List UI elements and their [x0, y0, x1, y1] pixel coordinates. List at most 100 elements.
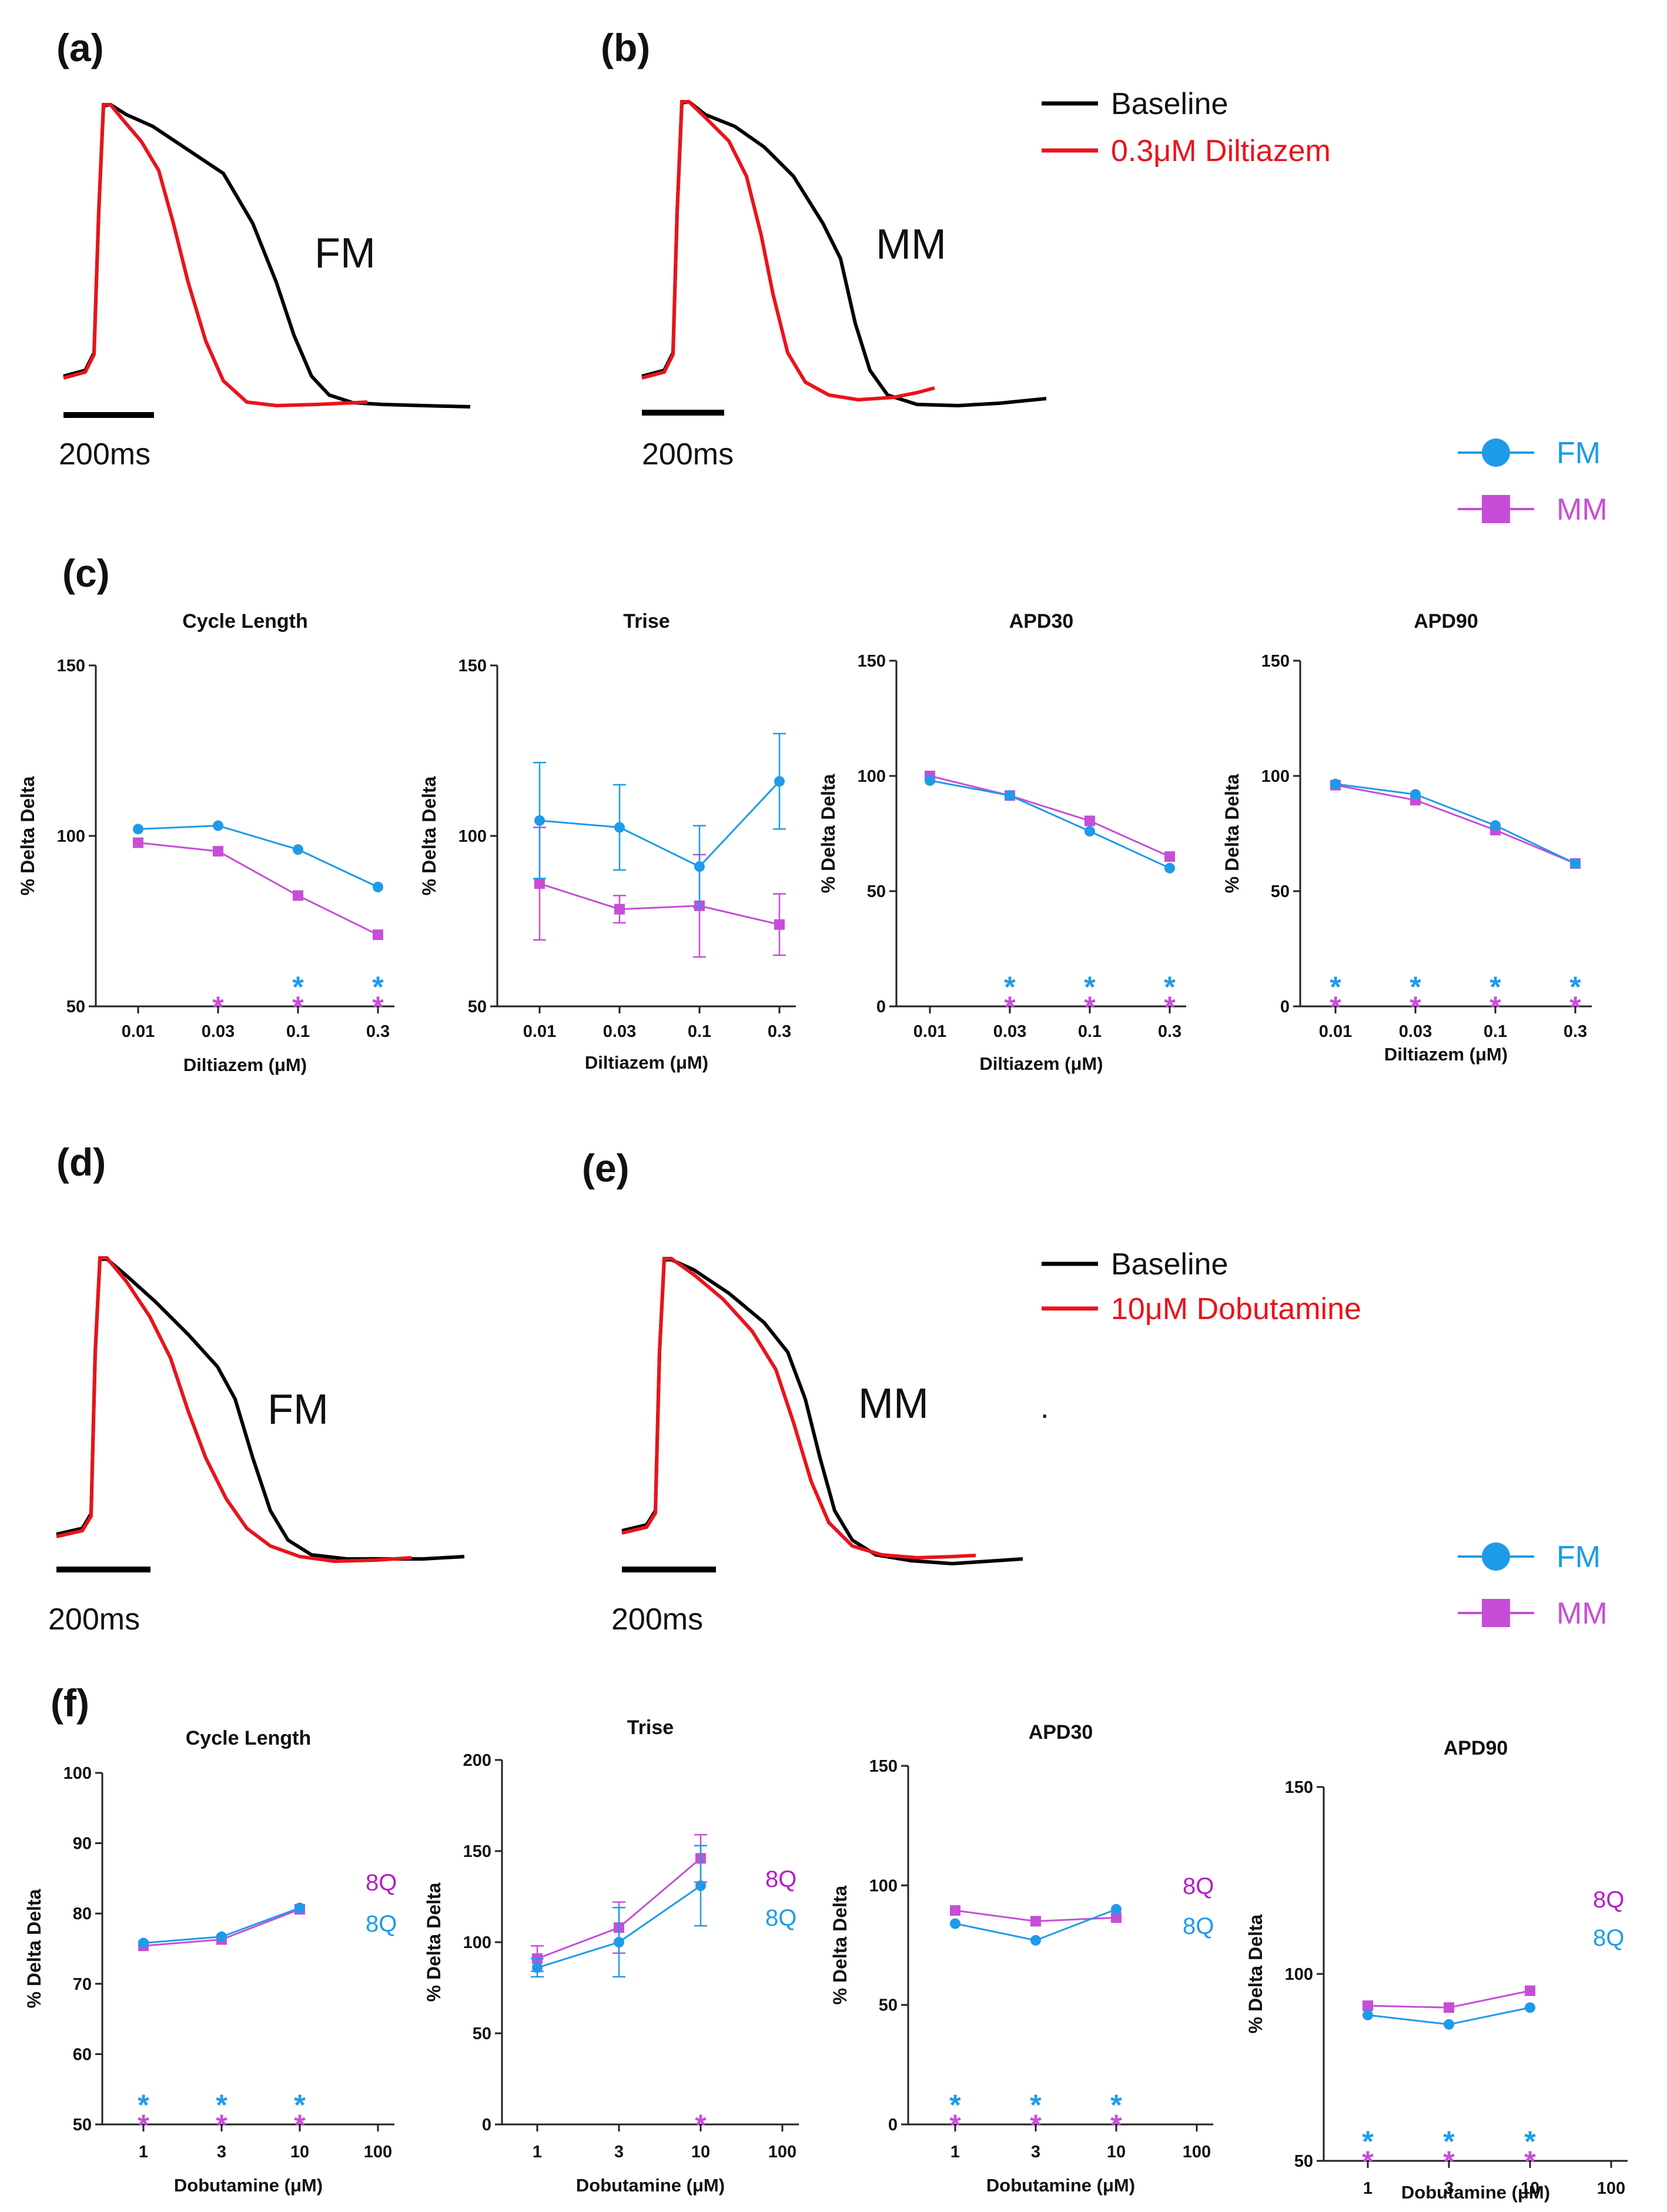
significance-star-fm: *: [1524, 2125, 1536, 2158]
data-point-mm: [774, 919, 785, 930]
series-line-fm: [539, 781, 781, 868]
y-tick-label: 50: [66, 998, 85, 1016]
panel-label-e: (e): [582, 1146, 630, 1190]
trace-e-baseline: [621, 1258, 1023, 1566]
y-tick-label: 50: [473, 2024, 491, 2043]
y-tick-label: 150: [869, 1757, 898, 1776]
series-line-mm: [138, 842, 379, 936]
chart-title: Cycle Length: [182, 610, 307, 633]
y-axis-label: % Delta Delta: [1221, 774, 1243, 893]
trace-e-drug: [621, 1257, 976, 1560]
y-axis-label: % Delta Delta: [818, 774, 839, 893]
x-axis-label: Dobutamine (μM): [576, 2175, 725, 2196]
significance-star-fm: *: [1443, 2125, 1455, 2158]
trace-label-mm-e: MM: [858, 1380, 929, 1427]
y-tick-label: 100: [858, 767, 886, 786]
scale-label-b: 200ms: [642, 437, 734, 471]
legend-baseline-label-2: Baseline: [1111, 1247, 1228, 1281]
y-tick-label: 150: [1261, 652, 1290, 671]
legend-fm-marker: [1482, 439, 1510, 467]
series-line-mm: [539, 882, 780, 926]
y-tick-label: 80: [73, 1905, 92, 1923]
x-tick-label: 100: [1597, 2179, 1625, 2198]
significance-star-mm: *: [1489, 990, 1501, 1023]
significance-star-fm: *: [1110, 2089, 1122, 2121]
chart-f-apd90: APD90 50 100 150 1 3 10 100 Dobutamine (μM) % Del…: [1245, 1737, 1628, 2203]
trace-label-fm-d: FM: [267, 1386, 329, 1433]
trace-d-baseline: [56, 1257, 465, 1561]
x-tick-label: 3: [1444, 2179, 1454, 2198]
q8-label-mm: 8Q: [366, 1870, 397, 1896]
data-point-fm: [213, 820, 223, 831]
series-line-fm: [929, 779, 1170, 869]
panel-label-a: (a): [56, 26, 104, 69]
data-point-fm: [133, 824, 143, 835]
data-point-fm: [294, 1902, 305, 1913]
chart-title: APD30: [1009, 610, 1074, 633]
chart-f-apd30: APD30 0 50 100 150 1 3 10 100 Dobutamine (μM) % De…: [829, 1721, 1214, 2196]
x-tick-label: 0.1: [1484, 1022, 1507, 1041]
q8-label-fm: 8Q: [1183, 1913, 1214, 1939]
significance-star-fm: *: [1410, 971, 1421, 1003]
y-tick-label: 0: [482, 2116, 491, 2134]
legend-fm-marker-2: [1482, 1542, 1510, 1571]
legend-drug-label: 0.3μM Diltiazem: [1111, 134, 1331, 168]
data-point-fm: [614, 822, 625, 833]
x-tick-label: 0.01: [1319, 1022, 1352, 1041]
x-tick-label: 0.01: [122, 1022, 155, 1041]
data-point-mm: [1164, 851, 1175, 862]
trace-label-mm-b: MM: [876, 221, 946, 268]
panel-label-b: (b): [601, 26, 650, 69]
significance-star-mm: *: [138, 2109, 149, 2141]
legend-mm-marker-2: [1482, 1599, 1510, 1627]
data-point-mm: [1363, 2000, 1373, 2012]
data-point-fm: [1570, 858, 1581, 869]
significance-star-mm: *: [1569, 990, 1581, 1023]
y-tick-label: 100: [57, 827, 85, 846]
legend-baseline-label: Baseline: [1111, 87, 1228, 121]
data-point-fm: [1490, 820, 1501, 831]
data-point-mm: [1084, 815, 1095, 826]
y-tick-label: 90: [73, 1835, 92, 1853]
y-axis-label: % Delta Delta: [24, 1889, 45, 2008]
q8-label-mm: 8Q: [765, 1866, 796, 1892]
q8-label-fm: 8Q: [765, 1905, 796, 1931]
trace-b-drug: [641, 100, 935, 402]
y-tick-label: 70: [73, 1975, 92, 1994]
data-point-mm: [950, 1905, 960, 1916]
y-tick-label: 0: [876, 998, 886, 1016]
x-axis-label: Diltiazem (μM): [183, 1055, 307, 1075]
data-point-mm: [213, 846, 223, 857]
trace-panel-d: 200ms FM: [48, 1256, 465, 1637]
data-point-fm: [1164, 862, 1175, 874]
legend-mm-label-2: MM: [1556, 1597, 1608, 1631]
data-point-fm: [1410, 789, 1421, 800]
trace-legend-dobutamine: Baseline 10μM Dobutamine: [1042, 1247, 1361, 1326]
chart-f-cycle-length: Cycle Length 50 60 70 80 90 100 1 3 10 100 Dobutami…: [24, 1727, 397, 2196]
significance-star-mm: *: [294, 2109, 306, 2141]
q8-label-mm: 8Q: [1593, 1887, 1624, 1913]
y-tick-label: 50: [1294, 2152, 1313, 2171]
panel-label-c: (c): [62, 551, 110, 595]
significance-star-mm: *: [1524, 2145, 1536, 2178]
data-point-fm: [532, 1962, 543, 1973]
y-tick-label: 100: [869, 1876, 898, 1895]
data-point-fm: [216, 1931, 227, 1942]
x-tick-label: 0.03: [202, 1022, 235, 1041]
trace-a-baseline: [63, 102, 471, 409]
chart-title: APD90: [1444, 1737, 1508, 1759]
significance-star-fm: *: [372, 971, 384, 1003]
legend-fm-label: FM: [1556, 436, 1601, 470]
x-tick-label: 3: [217, 2143, 226, 2161]
y-axis-label: % Delta Delta: [17, 776, 38, 895]
series-line-mm: [929, 775, 1170, 858]
x-tick-label: 1: [139, 2143, 148, 2161]
data-point-fm: [1005, 790, 1015, 801]
legend-mm-marker: [1482, 495, 1510, 523]
y-tick-label: 100: [458, 827, 487, 846]
chart-f-trise: Trise 0 50 100 150 200 1 3 10 100 Dobutamine (μM)%…: [423, 1716, 799, 2196]
data-point-fm: [138, 1937, 149, 1949]
y-axis-label: % Delta Delta: [829, 1885, 851, 2004]
data-point-mm: [1111, 1912, 1122, 1923]
